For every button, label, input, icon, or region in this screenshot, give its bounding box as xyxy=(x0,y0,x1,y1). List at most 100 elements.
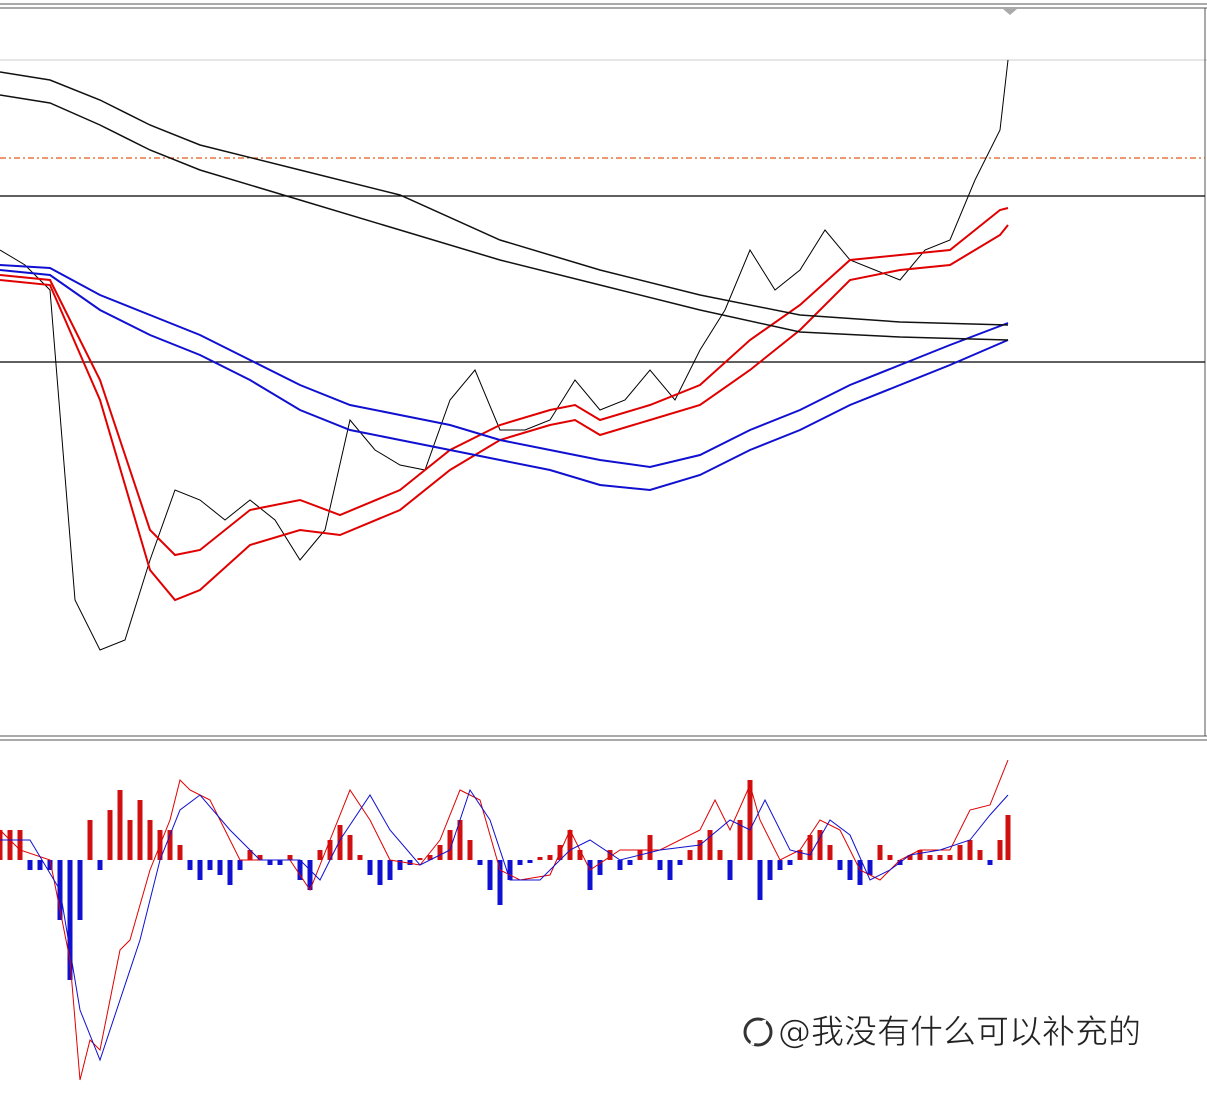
indicator-line xyxy=(0,94,1009,341)
histogram-bar xyxy=(357,855,363,860)
histogram-bar xyxy=(947,855,953,860)
histogram-bar xyxy=(387,860,393,880)
histogram-bar xyxy=(727,860,733,880)
histogram-bar xyxy=(107,810,113,860)
histogram-bar xyxy=(1005,815,1011,860)
histogram-bar xyxy=(67,860,73,980)
price-panel xyxy=(0,60,1205,651)
histogram-bar xyxy=(87,820,93,860)
indicator-line xyxy=(0,71,1009,326)
histogram-bar xyxy=(767,860,773,880)
histogram-bar xyxy=(327,840,333,860)
histogram-bar xyxy=(307,860,313,890)
histogram-bar xyxy=(757,860,763,900)
histogram-bar xyxy=(537,857,543,860)
histogram-bar xyxy=(447,830,453,860)
histogram-bar xyxy=(687,850,693,860)
histogram-bar xyxy=(817,830,823,860)
histogram-bar xyxy=(997,840,1003,860)
histogram-bar xyxy=(707,830,713,860)
histogram-bar xyxy=(317,850,323,860)
indicator-line xyxy=(0,788,1009,1062)
histogram-bar xyxy=(967,840,973,860)
histogram-bar xyxy=(267,860,273,865)
histogram-bar xyxy=(197,860,203,880)
histogram-bar xyxy=(647,835,653,860)
histogram-bar xyxy=(917,850,923,860)
histogram-bar xyxy=(627,860,633,865)
histogram-bar xyxy=(367,860,373,875)
watermark: @我没有什么可以补充的 xyxy=(778,1012,1141,1051)
histogram-bar xyxy=(167,830,173,860)
histogram-bar xyxy=(0,830,3,860)
histogram-bar xyxy=(517,860,523,865)
histogram-bar xyxy=(17,830,23,860)
histogram-bar xyxy=(937,855,943,860)
histogram-bar xyxy=(297,860,303,880)
histogram-bar xyxy=(207,860,213,870)
histogram-bar xyxy=(657,860,663,870)
histogram-bar xyxy=(347,835,353,860)
histogram-bar xyxy=(987,860,993,865)
histogram-bar xyxy=(247,850,253,860)
histogram-bar xyxy=(927,855,933,860)
histogram-bar xyxy=(787,860,793,865)
histogram-bar xyxy=(187,860,193,870)
histogram-bar xyxy=(437,845,443,860)
histogram-bar xyxy=(747,780,753,860)
histogram-bar xyxy=(7,830,13,860)
histogram-bar xyxy=(957,845,963,860)
histogram-bar xyxy=(77,860,83,920)
histogram-bar xyxy=(377,860,383,885)
histogram-bar xyxy=(717,850,723,860)
histogram-bar xyxy=(577,850,583,860)
histogram-bar xyxy=(547,855,553,860)
histogram-bar xyxy=(457,820,463,860)
histogram-bar xyxy=(477,860,483,865)
histogram-bar xyxy=(527,860,533,863)
histogram-bar xyxy=(497,860,503,905)
histogram-bar xyxy=(137,800,143,860)
histogram-bar xyxy=(597,860,603,875)
histogram-bar xyxy=(237,860,243,870)
histogram-bar xyxy=(507,860,513,880)
histogram-bar xyxy=(827,845,833,860)
histogram-bar xyxy=(467,840,473,860)
indicator-line xyxy=(0,759,1009,1081)
histogram-bar xyxy=(887,855,893,860)
histogram-bar xyxy=(37,860,43,870)
histogram-bar xyxy=(847,860,853,880)
histogram-bar xyxy=(777,860,783,870)
histogram-bar xyxy=(697,840,703,860)
histogram-bar xyxy=(737,820,743,860)
watermark-logo xyxy=(743,1017,773,1047)
histogram-bar xyxy=(907,855,913,860)
histogram-bar xyxy=(427,855,433,860)
histogram-bar xyxy=(337,825,343,860)
histogram-bar xyxy=(147,820,153,860)
histogram-bar xyxy=(567,830,573,860)
indicator-line xyxy=(0,60,1009,651)
histogram-bar xyxy=(617,860,623,870)
histogram-bar xyxy=(607,850,613,860)
histogram-bar xyxy=(797,850,803,860)
histogram-bar xyxy=(47,860,53,870)
histogram-bar xyxy=(977,850,983,860)
histogram-bar xyxy=(587,860,593,890)
histogram-bar xyxy=(867,860,873,875)
histogram-bar xyxy=(877,845,883,860)
shift-marker xyxy=(1003,9,1017,15)
histogram-bar xyxy=(807,835,813,860)
histogram-bar xyxy=(97,860,103,870)
indicator-line xyxy=(0,264,1009,469)
histogram-bar xyxy=(127,820,133,860)
indicator-line xyxy=(0,207,1009,557)
histogram-bar xyxy=(677,860,683,865)
histogram-bar xyxy=(417,858,423,860)
histogram-bar xyxy=(407,860,413,865)
histogram-bar xyxy=(277,860,283,865)
macd-panel xyxy=(0,759,1011,1081)
histogram-bar xyxy=(397,860,403,870)
